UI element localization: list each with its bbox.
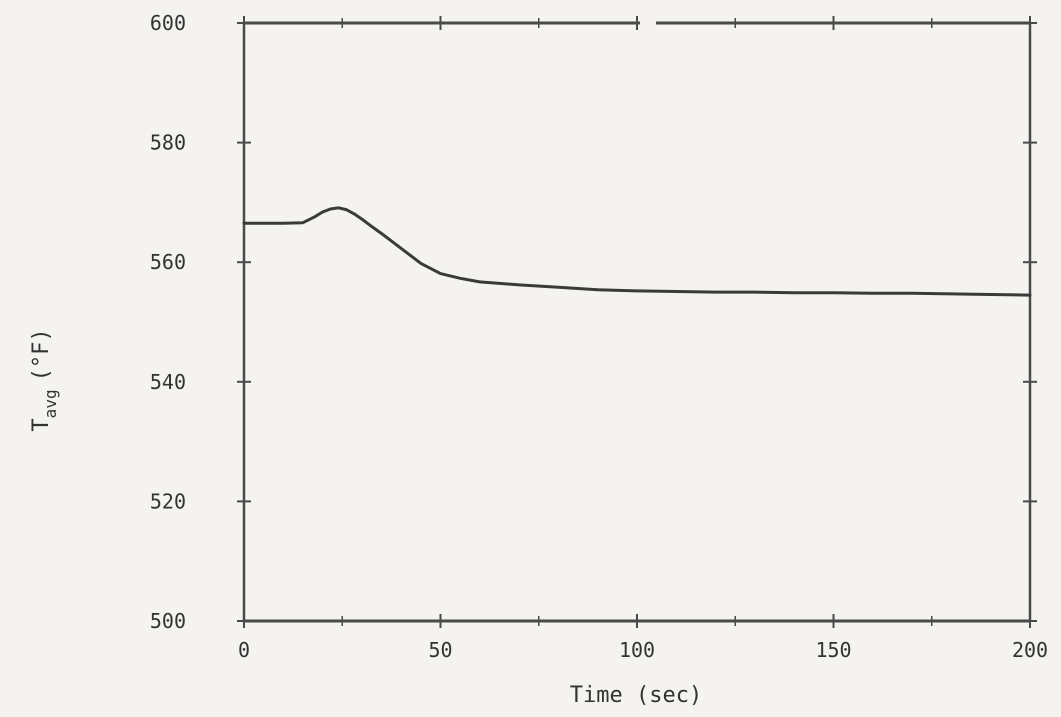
y-tick-label: 600 (150, 11, 186, 35)
x-tick-label: 200 (1012, 638, 1048, 662)
x-tick-label: 100 (619, 638, 655, 662)
x-tick-label: 150 (815, 638, 851, 662)
x-axis-title: Time (sec) (570, 683, 702, 708)
y-tick-label: 560 (150, 250, 186, 274)
x-tick-label: 50 (428, 638, 452, 662)
y-tick-label: 500 (150, 609, 186, 633)
y-tick-label: 520 (150, 489, 186, 513)
y-tick-label: 540 (150, 370, 186, 394)
y-axis-title-main: T (29, 418, 54, 431)
y-axis-title-subscript: avg (41, 389, 60, 418)
y-axis-title: Tavg (°F) (29, 328, 60, 431)
y-tick-label: 580 (150, 131, 186, 155)
series-line-tavg (242, 206, 1032, 297)
x-tick-label: 0 (238, 638, 250, 662)
y-axis-title-unit: (°F) (29, 328, 54, 381)
svg-text:Tavg(°F): Tavg (°F) (29, 328, 60, 431)
